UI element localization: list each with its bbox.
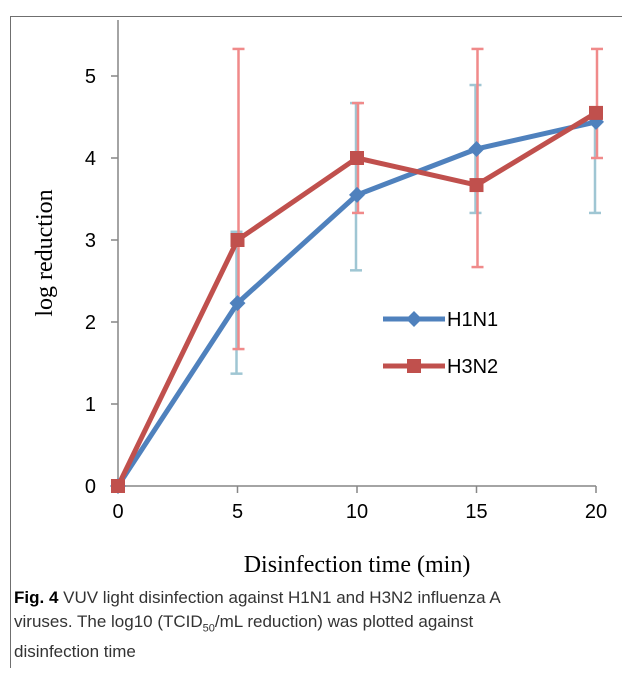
series-markers: [110, 105, 604, 494]
legend: H1N1 H3N2: [383, 309, 498, 378]
y-tick-label: 1: [85, 394, 96, 416]
figure-caption: Fig. 4 VUV light disinfection against H1…: [14, 586, 614, 664]
data-point-h3n2: [589, 105, 603, 120]
caption-line-3: disinfection time: [14, 642, 136, 662]
error-bars: [230, 47, 603, 375]
ticks: 0 1 2 3 4 5 0 5 10 15 20: [85, 66, 607, 523]
caption-line-2: viruses. The log10 (TCID50/mL reduction)…: [14, 610, 614, 640]
legend-marker-h3n2: [407, 359, 421, 373]
data-point-h3n2: [469, 178, 484, 193]
x-tick-label: 15: [465, 501, 487, 523]
caption-line2-prefix: viruses. The log10 (TCID: [14, 612, 203, 631]
legend-label-h1n1: H1N1: [447, 309, 498, 331]
x-tick-label: 20: [585, 501, 607, 523]
caption-line2-suffix: /mL reduction) was plotted against: [214, 612, 474, 631]
legend-label-h3n2: H3N2: [447, 356, 498, 378]
y-tick-label: 4: [85, 148, 96, 170]
data-point-h1n1: [349, 186, 365, 203]
caption-line1-text: VUV light disinfection against H1N1 and …: [58, 588, 501, 607]
data-point-h3n2: [111, 479, 125, 493]
caption-line-1: Fig. 4 VUV light disinfection against H1…: [14, 586, 614, 610]
data-point-h3n2: [350, 151, 364, 165]
legend-marker-h1n1: [406, 311, 422, 327]
y-tick-label: 3: [85, 230, 96, 252]
x-tick-label: 0: [112, 501, 123, 523]
data-point-h3n2: [230, 233, 245, 247]
x-tick-label: 5: [232, 501, 243, 523]
legend-item-h1n1: H1N1: [383, 309, 498, 331]
y-axis-title: log reduction: [32, 189, 58, 316]
y-tick-label: 5: [85, 66, 96, 88]
data-point-h1n1: [229, 295, 246, 312]
error-bar-h3n2: [591, 47, 603, 160]
line-chart: 0 1 2 3 4 5 0 5 10 15 20 log reduction Disinfectio…: [32, 20, 607, 578]
caption-subscript: 50: [202, 622, 215, 635]
y-tick-label: 2: [85, 312, 96, 334]
error-bar-h1n1: [350, 101, 362, 272]
legend-item-h3n2: H3N2: [383, 356, 498, 378]
y-tick-label: 0: [85, 476, 96, 498]
data-point-h1n1: [468, 140, 485, 157]
error-bar-h3n2: [471, 47, 484, 269]
figure-frame: [10, 16, 622, 668]
x-axis-title: Disinfection time (min): [244, 552, 471, 578]
figure-label: Fig. 4: [14, 588, 59, 607]
x-tick-label: 10: [346, 501, 368, 523]
